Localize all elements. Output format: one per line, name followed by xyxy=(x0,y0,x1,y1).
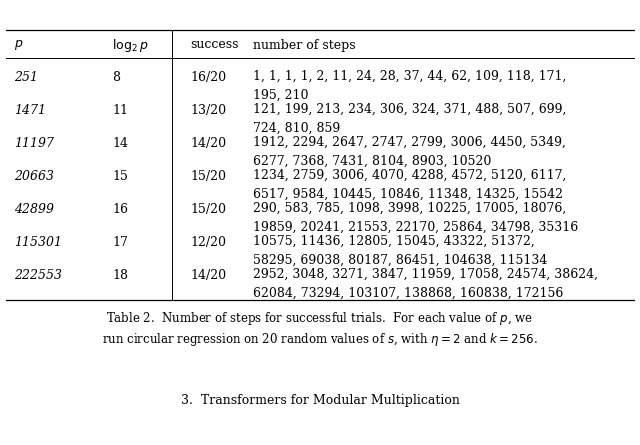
Text: 11197: 11197 xyxy=(14,137,54,150)
Text: 1912, 2294, 2647, 2747, 2799, 3006, 4450, 5349,
6277, 7368, 7431, 8104, 8903, 10: 1912, 2294, 2647, 2747, 2799, 3006, 4450… xyxy=(253,136,566,167)
Text: 10575, 11436, 12805, 15045, 43322, 51372,
58295, 69038, 80187, 86451, 104638, 11: 10575, 11436, 12805, 15045, 43322, 51372… xyxy=(253,235,547,267)
Text: 121, 199, 213, 234, 306, 324, 371, 488, 507, 699,
724, 810, 859: 121, 199, 213, 234, 306, 324, 371, 488, … xyxy=(253,103,566,134)
Text: 14/20: 14/20 xyxy=(191,269,227,282)
Text: 115301: 115301 xyxy=(14,236,62,249)
Text: 1234, 2759, 3006, 4070, 4288, 4572, 5120, 6117,
6517, 9584, 10445, 10846, 11348,: 1234, 2759, 3006, 4070, 4288, 4572, 5120… xyxy=(253,169,566,201)
Text: success: success xyxy=(191,39,239,52)
Text: $\log_2 p$: $\log_2 p$ xyxy=(112,36,148,53)
Text: 12/20: 12/20 xyxy=(191,236,227,249)
Text: 11: 11 xyxy=(112,104,128,117)
Text: 2952, 3048, 3271, 3847, 11959, 17058, 24574, 38624,
62084, 73294, 103107, 138868: 2952, 3048, 3271, 3847, 11959, 17058, 24… xyxy=(253,268,598,299)
Text: 1, 1, 1, 1, 2, 11, 24, 28, 37, 44, 62, 109, 118, 171,
195, 210: 1, 1, 1, 1, 2, 11, 24, 28, 37, 44, 62, 1… xyxy=(253,70,566,101)
Text: run circular regression on 20 random values of $s$, with $\eta = 2$ and $k = 256: run circular regression on 20 random val… xyxy=(102,331,538,348)
Text: $p$: $p$ xyxy=(14,38,24,52)
Text: 15/20: 15/20 xyxy=(191,203,227,216)
Text: 42899: 42899 xyxy=(14,203,54,216)
Text: 14/20: 14/20 xyxy=(191,137,227,150)
Text: 20663: 20663 xyxy=(14,170,54,183)
Text: 17: 17 xyxy=(112,236,128,249)
Text: 16/20: 16/20 xyxy=(191,71,227,84)
Text: 15: 15 xyxy=(112,170,128,183)
Text: 290, 583, 785, 1098, 3998, 10225, 17005, 18076,
19859, 20241, 21553, 22170, 2586: 290, 583, 785, 1098, 3998, 10225, 17005,… xyxy=(253,202,578,234)
Text: 16: 16 xyxy=(112,203,128,216)
Text: Table 2.  Number of steps for successful trials.  For each value of $p$, we: Table 2. Number of steps for successful … xyxy=(106,310,534,327)
Text: 8: 8 xyxy=(112,71,120,84)
Text: 14: 14 xyxy=(112,137,128,150)
Text: number of steps: number of steps xyxy=(253,39,355,52)
Text: 1471: 1471 xyxy=(14,104,46,117)
Text: 251: 251 xyxy=(14,71,38,84)
Text: 15/20: 15/20 xyxy=(191,170,227,183)
Text: 222553: 222553 xyxy=(14,269,62,282)
Text: 13/20: 13/20 xyxy=(191,104,227,117)
Text: 18: 18 xyxy=(112,269,128,282)
Text: 3.  Transformers for Modular Multiplication: 3. Transformers for Modular Multiplicati… xyxy=(180,394,460,407)
